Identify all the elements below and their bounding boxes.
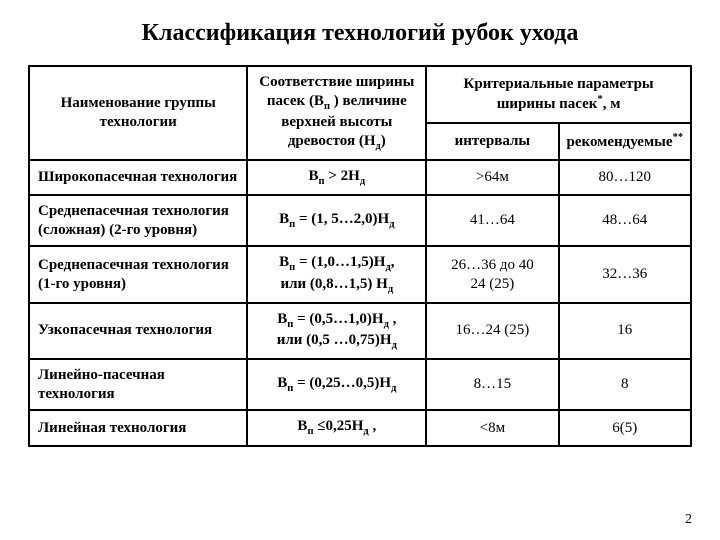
row-formula: Bп = (0,5…1,0)Hд , или (0,5 …0,75)Hд (247, 303, 426, 359)
row-interval: 41…64 (426, 195, 558, 247)
row-name: Широкопасечная технология (29, 160, 247, 195)
header-col3-top: Критериальные параметры ширины пасек*, м (426, 66, 691, 123)
row-interval: <8м (426, 410, 558, 445)
table-row: Среднепасечная технология (1-го уровня) … (29, 246, 691, 302)
page-number: 2 (685, 512, 692, 528)
row-recommend: 32…36 (559, 246, 691, 302)
header-col1: Наименование группы технологии (29, 66, 247, 160)
row-name: Линейно-пасечная технология (29, 359, 247, 411)
row-name: Среднепасечная технология (1-го уровня) (29, 246, 247, 302)
row-interval: 8…15 (426, 359, 558, 411)
row-formula: Bп = (1, 5…2,0)Hд (247, 195, 426, 247)
row-formula: Bп ≤0,25Hд , (247, 410, 426, 445)
table-row: Линейно-пасечная технология Bп = (0,25…0… (29, 359, 691, 411)
classification-table: Наименование группы технологии Соответст… (28, 65, 692, 447)
row-interval: 16…24 (25) (426, 303, 558, 359)
table-row: Узкопасечная технология Bп = (0,5…1,0)Hд… (29, 303, 691, 359)
row-recommend: 8 (559, 359, 691, 411)
row-recommend: 48…64 (559, 195, 691, 247)
row-recommend: 80…120 (559, 160, 691, 195)
row-formula: Bп = (1,0…1,5)Hд, или (0,8…1,5) Hд (247, 246, 426, 302)
row-name: Среднепасечная технология (сложная) (2-г… (29, 195, 247, 247)
header-col3-sub1: интервалы (426, 123, 558, 160)
row-formula: Bп > 2Hд (247, 160, 426, 195)
row-interval: 26…36 до 4024 (25) (426, 246, 558, 302)
row-formula: Bп = (0,25…0,5)Hд (247, 359, 426, 411)
table-row: Широкопасечная технология Bп > 2Hд >64м … (29, 160, 691, 195)
row-interval: >64м (426, 160, 558, 195)
page-title: Классификация технологий рубок ухода (28, 20, 692, 47)
header-col3-sub2: рекомендуемые** (559, 123, 691, 160)
row-recommend: 16 (559, 303, 691, 359)
table-row: Среднепасечная технология (сложная) (2-г… (29, 195, 691, 247)
header-col2: Соответствие ширины пасек (Bп ) величине… (247, 66, 426, 160)
row-name: Узкопасечная технология (29, 303, 247, 359)
row-name: Линейная технология (29, 410, 247, 445)
table-row: Линейная технология Bп ≤0,25Hд , <8м 6(5… (29, 410, 691, 445)
row-recommend: 6(5) (559, 410, 691, 445)
